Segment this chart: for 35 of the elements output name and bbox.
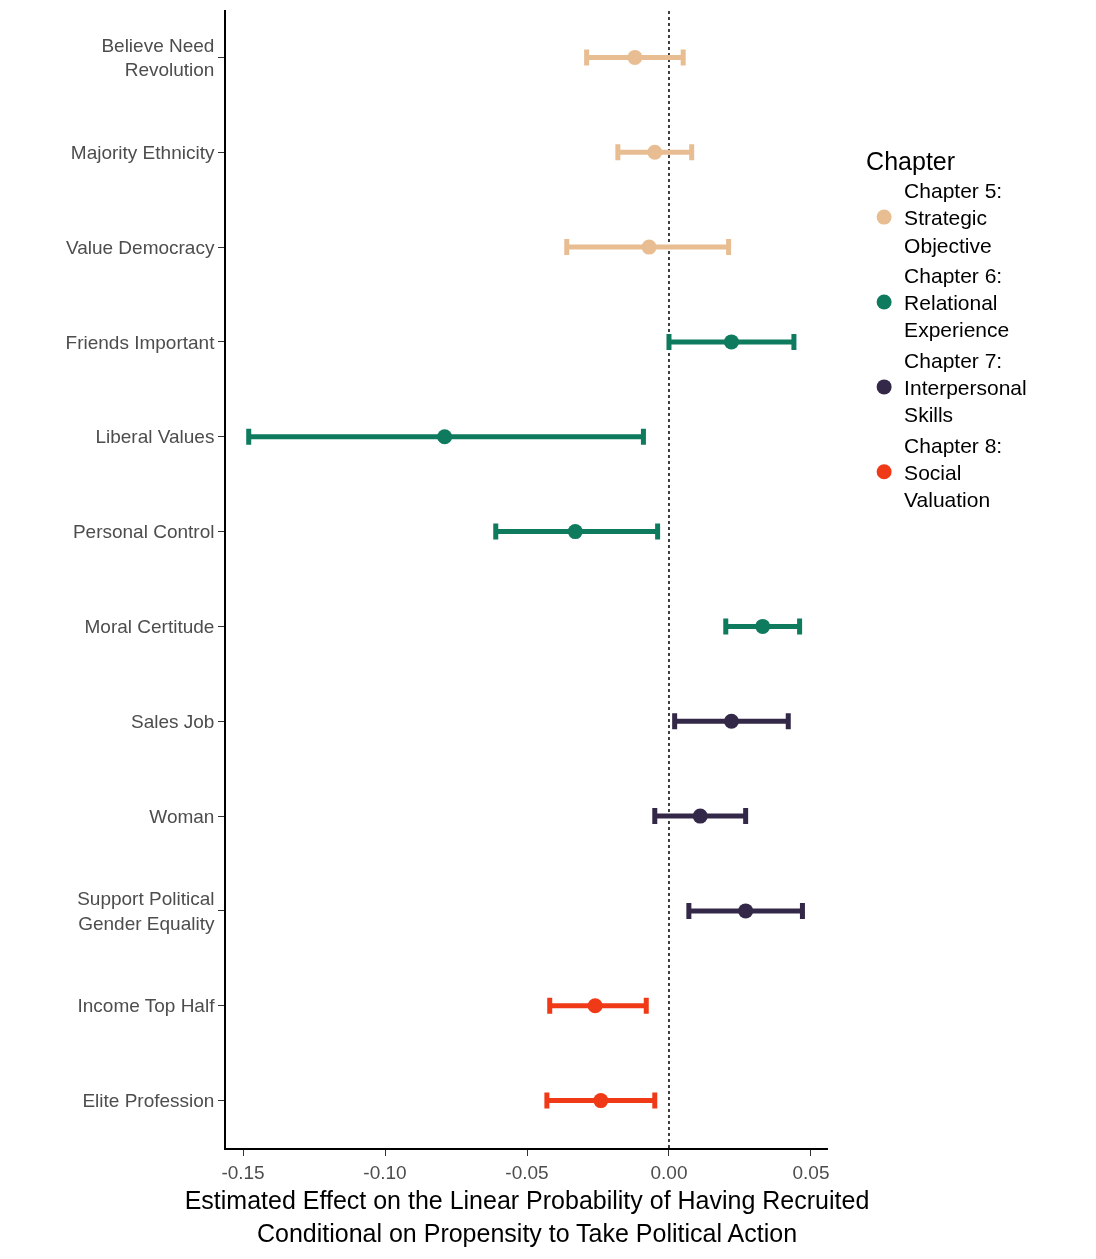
legend-label: Chapter 8: Social Valuation	[904, 433, 1003, 512]
legend-label: Chapter 6: Relational Experience	[904, 263, 1010, 342]
x-tick-label: -0.15	[221, 1161, 265, 1183]
x-tick-label: -0.05	[505, 1161, 549, 1183]
point	[593, 1093, 609, 1109]
point	[738, 903, 754, 919]
y-tick-label: Moral Certitude	[84, 616, 215, 638]
y-tick-label: Majority Ethnicity	[70, 141, 215, 163]
legend-title: Chapter	[866, 146, 956, 175]
point	[755, 618, 771, 634]
point	[692, 808, 708, 824]
y-tick-label: Personal Control	[72, 521, 215, 543]
point	[627, 49, 643, 65]
point	[641, 239, 657, 255]
x-tick-label: 0.00	[650, 1161, 688, 1183]
y-tick-label: Elite Profession	[82, 1090, 215, 1112]
point	[723, 334, 739, 350]
y-tick-label: Liberal Values	[95, 426, 215, 448]
x-axis-title: Estimated Effect on the Linear Probability of Having Recruited Conditional on Propensity to Take Political Action	[184, 1186, 870, 1247]
legend-label: Chapter 7: Interpersonal Skills	[904, 348, 1027, 427]
y-tick-label: Woman	[149, 805, 215, 827]
point	[437, 429, 453, 445]
x-tick-label: -0.10	[363, 1161, 407, 1183]
y-tick-label: Support Political Gender Equality	[77, 888, 215, 934]
y-tick-label: Sales Job	[131, 710, 215, 732]
point	[723, 713, 739, 729]
y-tick-label: Believe Need Revolution	[101, 34, 215, 81]
y-tick-label: Value Democracy	[65, 236, 215, 258]
y-tick-label: Friends Important	[65, 331, 216, 353]
point	[567, 524, 583, 540]
point	[647, 144, 663, 160]
y-tick-label: Income Top Half	[77, 995, 216, 1017]
x-tick-label: 0.05	[792, 1161, 830, 1183]
point	[587, 998, 603, 1014]
legend-label: Chapter 5: Strategic Objective	[904, 178, 1003, 257]
